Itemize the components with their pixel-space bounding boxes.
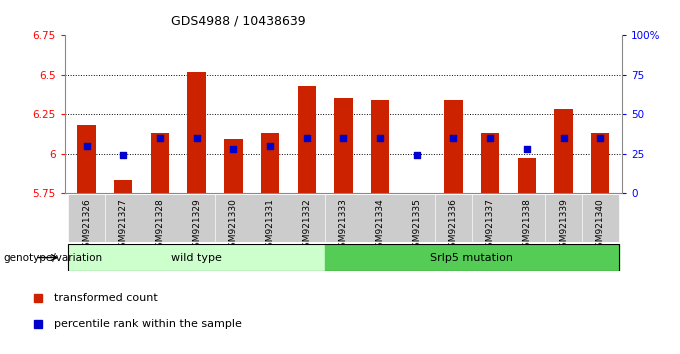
Bar — [261, 133, 279, 193]
Text: transformed count: transformed count — [54, 293, 158, 303]
Bar — [436, 195, 471, 242]
Point — [191, 135, 202, 141]
Bar — [325, 244, 619, 271]
Bar — [179, 195, 214, 242]
Bar — [399, 195, 435, 242]
Text: GSM921338: GSM921338 — [522, 199, 531, 253]
Point — [448, 135, 459, 141]
Bar — [517, 158, 536, 193]
Point — [338, 135, 349, 141]
Bar — [371, 100, 389, 193]
Text: wild type: wild type — [171, 252, 222, 263]
Bar — [298, 86, 316, 193]
Text: GSM921328: GSM921328 — [156, 199, 165, 253]
Text: GSM921335: GSM921335 — [412, 199, 422, 253]
Point — [485, 135, 496, 141]
Text: GSM921331: GSM921331 — [265, 199, 275, 253]
Text: GSM921333: GSM921333 — [339, 199, 348, 253]
Point — [81, 143, 92, 149]
Bar — [509, 195, 545, 242]
Bar — [216, 195, 251, 242]
Text: genotype/variation: genotype/variation — [3, 252, 103, 263]
Bar — [188, 72, 206, 193]
Bar — [69, 195, 104, 242]
Bar — [68, 244, 325, 271]
Bar — [78, 125, 96, 193]
Point — [301, 135, 312, 141]
Bar — [546, 195, 581, 242]
Bar — [252, 195, 288, 242]
Bar — [473, 195, 508, 242]
Text: GSM921340: GSM921340 — [596, 199, 605, 253]
Text: GSM921334: GSM921334 — [375, 199, 385, 253]
Bar — [362, 195, 398, 242]
Bar — [142, 195, 177, 242]
Bar — [481, 133, 499, 193]
Text: GSM921339: GSM921339 — [559, 199, 568, 253]
Bar — [335, 98, 352, 193]
Text: GSM921337: GSM921337 — [486, 199, 494, 253]
Point — [558, 135, 569, 141]
Bar — [583, 195, 618, 242]
Bar — [105, 195, 141, 242]
Text: GSM921330: GSM921330 — [229, 199, 238, 253]
Point — [265, 143, 275, 149]
Bar — [114, 180, 133, 193]
Text: GSM921326: GSM921326 — [82, 199, 91, 253]
Point — [154, 135, 165, 141]
Text: GDS4988 / 10438639: GDS4988 / 10438639 — [171, 14, 305, 27]
Point — [522, 146, 532, 152]
Text: Srlp5 mutation: Srlp5 mutation — [430, 252, 513, 263]
Bar — [554, 109, 573, 193]
Bar — [444, 100, 462, 193]
Text: GSM921336: GSM921336 — [449, 199, 458, 253]
Point — [375, 135, 386, 141]
Text: GSM921327: GSM921327 — [119, 199, 128, 253]
Text: GSM921332: GSM921332 — [302, 199, 311, 253]
Bar — [224, 139, 243, 193]
Text: GSM921329: GSM921329 — [192, 199, 201, 253]
Point — [595, 135, 606, 141]
Point — [118, 152, 129, 158]
Text: percentile rank within the sample: percentile rank within the sample — [54, 319, 242, 329]
Point — [411, 152, 422, 158]
Bar — [151, 133, 169, 193]
Point — [228, 146, 239, 152]
Bar — [326, 195, 361, 242]
Bar — [289, 195, 324, 242]
Bar — [591, 133, 609, 193]
